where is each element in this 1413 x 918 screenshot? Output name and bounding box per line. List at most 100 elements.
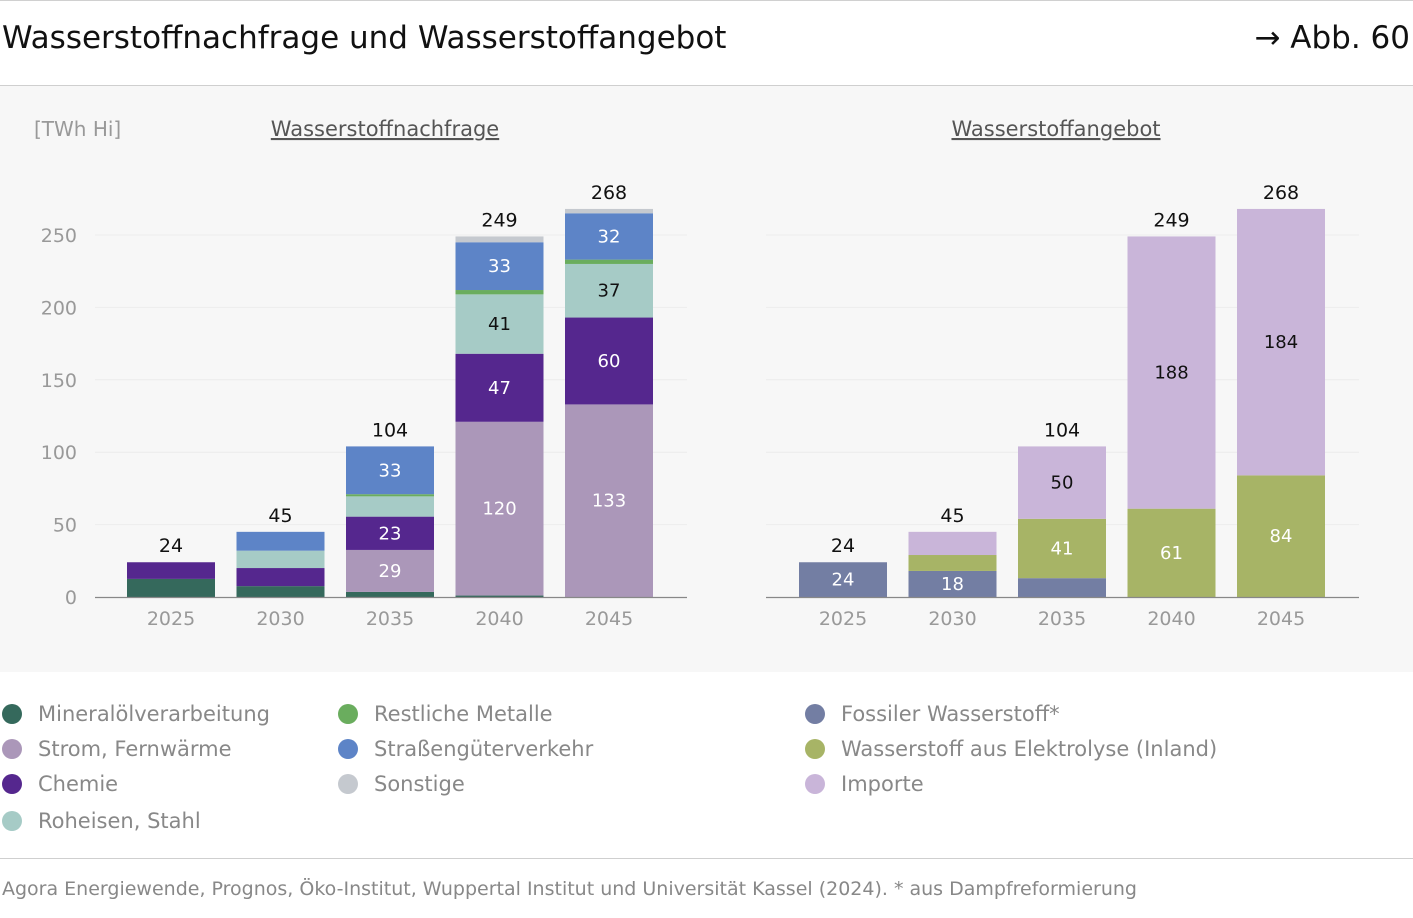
nachfrage-bar-segment	[455, 353, 544, 422]
x-tick-label: 2045	[585, 608, 633, 630]
angebot-bar-segment	[908, 555, 997, 571]
nachfrage-bar-segment	[565, 317, 653, 405]
nachfrage-bar-segment	[346, 496, 434, 517]
y-tick-label: 100	[41, 442, 77, 464]
source-divider	[0, 858, 1413, 859]
angebot-bar-segment	[799, 562, 887, 597]
angebot-segment-label: 61	[1160, 543, 1183, 564]
legend-swatch	[2, 811, 22, 831]
legend-swatch	[805, 704, 825, 724]
nachfrage-bar-segment	[455, 595, 544, 597]
nachfrage-bar-segment	[565, 208, 653, 214]
nachfrage-segment-label: 120	[482, 499, 516, 520]
legend-item: Chemie	[2, 769, 118, 799]
angebot-segment-label: 188	[1154, 363, 1188, 384]
legend-swatch	[2, 739, 22, 759]
y-tick-label: 0	[65, 587, 77, 609]
legend-item: Restliche Metalle	[338, 699, 553, 729]
x-tick-label: 2035	[1038, 608, 1086, 630]
angebot-segment-label: 18	[941, 574, 964, 595]
nachfrage-segment-label: 33	[379, 460, 402, 481]
nachfrage-bar-segment	[346, 591, 434, 597]
nachfrage-bar-segment	[127, 578, 215, 597]
angebot-bar-segment	[908, 531, 997, 556]
nachfrage-bar-segment	[236, 568, 325, 587]
legend-label: Strom, Fernwärme	[38, 737, 232, 761]
x-tick-label: 2040	[475, 608, 523, 630]
legend-item: Roheisen, Stahl	[2, 806, 201, 836]
legend-label: Mineralölverarbeitung	[38, 702, 270, 726]
nachfrage-bar-segment	[127, 562, 215, 579]
nachfrage-total-label: 249	[481, 209, 517, 231]
legend-swatch	[338, 704, 358, 724]
nachfrage-segment-label: 60	[598, 351, 621, 372]
nachfrage-segment-label: 41	[488, 314, 511, 335]
legend-item: Fossiler Wasserstoff*	[805, 699, 1060, 729]
nachfrage-bar-segment	[236, 550, 325, 569]
page-title: Wasserstoffnachfrage und Wasserstoffange…	[2, 20, 727, 56]
x-tick-label: 2040	[1147, 608, 1195, 630]
legend-swatch	[805, 774, 825, 794]
x-tick-label: 2035	[366, 608, 414, 630]
legend-label: Restliche Metalle	[374, 702, 553, 726]
source-note: Agora Energiewende, Prognos, Öko-Institu…	[2, 878, 1137, 900]
nachfrage-bar-segment	[565, 213, 653, 260]
nachfrage-bar-segment	[346, 549, 434, 592]
nachfrage-segment-label: 32	[598, 226, 621, 247]
x-tick-label: 2030	[928, 608, 976, 630]
angebot-segment-label: 184	[1264, 332, 1298, 353]
nachfrage-title: Wasserstoffnachfrage	[271, 117, 499, 141]
legend-label: Fossiler Wasserstoff*	[841, 702, 1060, 726]
nachfrage-bar-segment	[346, 446, 434, 495]
legend-swatch	[2, 704, 22, 724]
unit-label: [TWh Hi]	[34, 117, 121, 141]
legend-label: Sonstige	[374, 772, 465, 796]
nachfrage-bar-segment	[455, 236, 544, 243]
x-tick-label: 2025	[147, 608, 195, 630]
nachfrage-total-label: 45	[268, 505, 292, 527]
angebot-total-label: 24	[831, 535, 855, 557]
nachfrage-bar-segment	[455, 290, 544, 295]
legend-item: Sonstige	[338, 769, 465, 799]
legend-item: Wasserstoff aus Elektrolyse (Inland)	[805, 734, 1217, 764]
legend-item: Strom, Fernwärme	[2, 734, 232, 764]
x-tick-label: 2030	[256, 608, 304, 630]
nachfrage-total-label: 268	[591, 182, 627, 204]
legend-swatch	[805, 739, 825, 759]
nachfrage-segment-label: 133	[592, 491, 626, 512]
angebot-bar-segment	[1018, 578, 1106, 597]
x-tick-label: 2025	[819, 608, 867, 630]
legend-item: Straßengüterverkehr	[338, 734, 593, 764]
y-tick-label: 150	[41, 370, 77, 392]
legend-label: Straßengüterverkehr	[374, 737, 594, 761]
angebot-bar-segment	[1018, 518, 1106, 579]
legend-label: Roheisen, Stahl	[38, 809, 201, 833]
y-tick-label: 200	[41, 297, 77, 319]
legend-swatch	[338, 739, 358, 759]
angebot-total-label: 249	[1153, 209, 1189, 231]
nachfrage-bar-segment	[346, 516, 434, 550]
angebot-total-label: 268	[1263, 182, 1299, 204]
legend-item: Mineralölverarbeitung	[2, 699, 270, 729]
angebot-segment-label: 41	[1051, 538, 1074, 559]
header-divider	[0, 85, 1413, 86]
legend-swatch	[338, 774, 358, 794]
angebot-bar-segment	[1237, 208, 1325, 476]
legend-item: Importe	[805, 769, 924, 799]
legend-label: Wasserstoff aus Elektrolyse (Inland)	[841, 737, 1218, 761]
x-tick-label: 2045	[1257, 608, 1305, 630]
nachfrage-segment-label: 37	[598, 281, 621, 302]
angebot-segment-label: 84	[1270, 526, 1293, 547]
nachfrage-total-label: 104	[372, 419, 408, 441]
nachfrage-bar-segment	[455, 421, 544, 596]
angebot-segment-label: 24	[832, 570, 855, 591]
nachfrage-segment-label: 33	[488, 256, 511, 277]
angebot-segment-label: 50	[1051, 473, 1074, 494]
nachfrage-bar-segment	[565, 263, 653, 318]
nachfrage-bar-segment	[565, 404, 653, 597]
angebot-bar-segment	[1237, 475, 1325, 597]
nachfrage-bar-segment	[565, 259, 653, 264]
legend-swatch	[2, 774, 22, 794]
nachfrage-bar-segment	[455, 294, 544, 354]
